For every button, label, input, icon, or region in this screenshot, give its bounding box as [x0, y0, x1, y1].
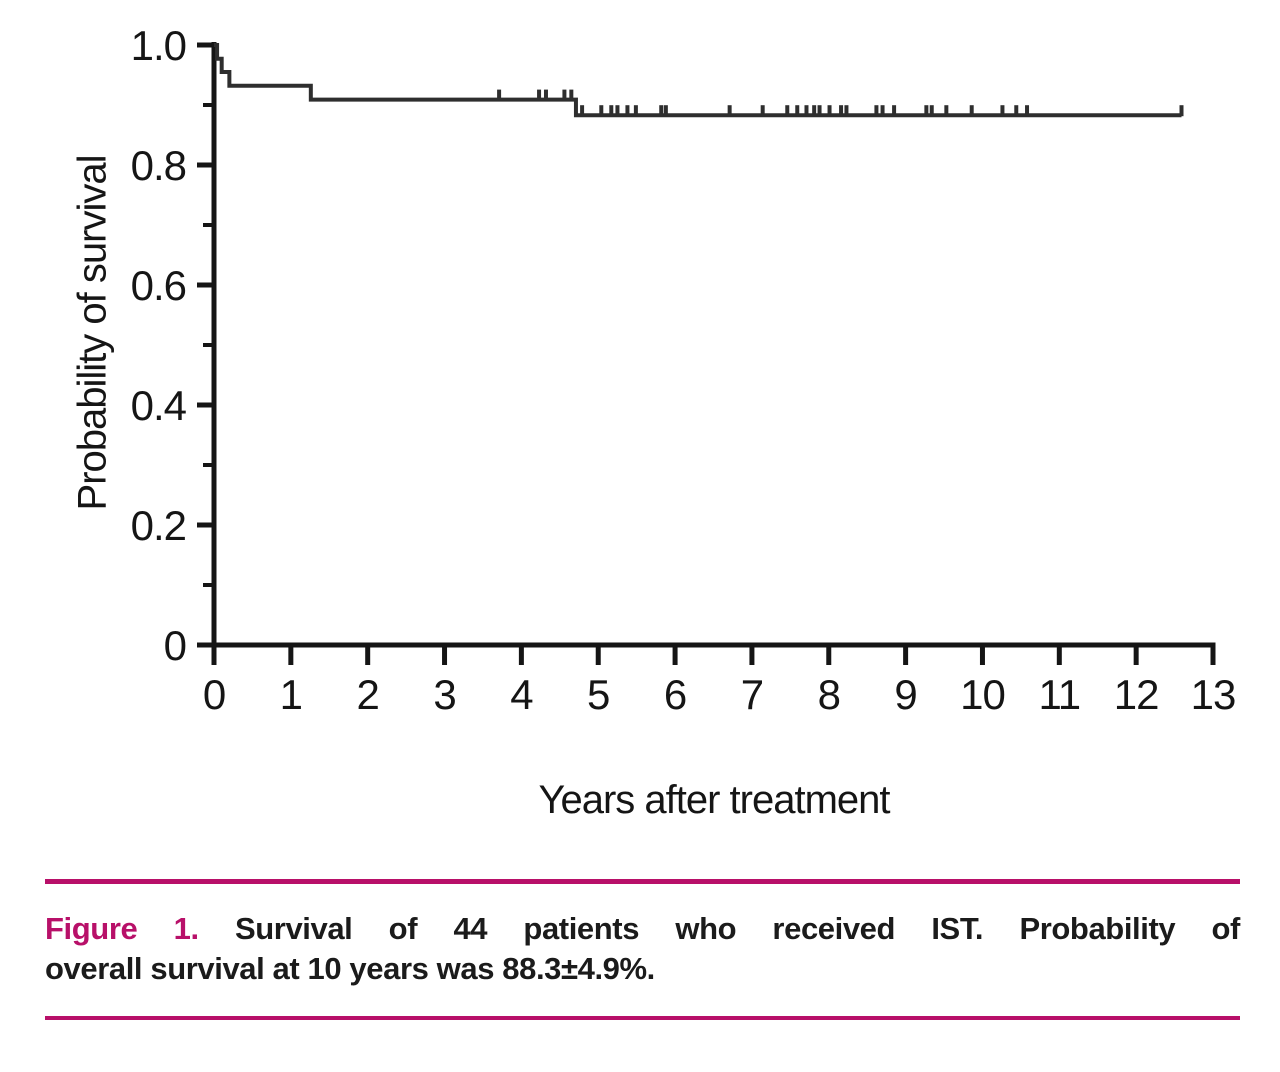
y-tick-label: 0.6	[131, 262, 186, 309]
x-tick-label: 5	[587, 671, 609, 718]
x-tick-label: 2	[357, 671, 379, 718]
x-tick-label: 13	[1191, 671, 1236, 718]
survival-plot-svg: 1.00.80.60.40.200 1 2 3 4 5 6 7 8 9 10 11 12 13	[131, 22, 1237, 718]
x-axis: 0 1 2 3 4 5 6 7 8 9 10 11 12 13	[203, 642, 1236, 718]
y-tick-label: 0.2	[131, 502, 186, 549]
survival-chart: 1.0 0.8 0.6 0.4 0.2 0 0 1 2 3 4 5 6 7 8 9 10 11 12 13 Proba…	[70, 22, 1237, 822]
caption-line1-text: Survival of 44 patients who received IST…	[234, 911, 1240, 946]
caption-line-1: Figure 1. Survival of 44 patients who re…	[45, 909, 1240, 949]
survival-curve	[214, 43, 1182, 118]
caption-bottom-rule	[45, 1016, 1240, 1020]
figure-label: Figure 1.	[45, 911, 199, 946]
figure-caption: Figure 1. Survival of 44 patients who re…	[45, 879, 1240, 1020]
y-axis-label: Probability of survival	[70, 155, 115, 511]
x-tick-label: 3	[433, 671, 455, 718]
y-tick-label: 0	[164, 622, 186, 669]
y-tick-label: 0.8	[131, 142, 186, 189]
caption-text: Figure 1. Survival of 44 patients who re…	[45, 909, 1240, 989]
x-tick-label: 4	[510, 671, 533, 718]
y-tick-label: 0.4	[131, 382, 187, 429]
x-tick-label: 1	[280, 671, 302, 718]
caption-top-rule	[45, 879, 1240, 884]
x-tick-label: 11	[1039, 671, 1081, 718]
x-tick-label: 0	[203, 671, 225, 718]
caption-line-2: overall survival at 10 years was 88.3±4.…	[45, 951, 655, 986]
x-tick-label: 6	[664, 671, 686, 718]
x-tick-label: 10	[960, 671, 1005, 718]
x-tick-label: 7	[741, 671, 763, 718]
x-tick-label: 9	[894, 671, 916, 718]
x-tick-label: 8	[818, 671, 840, 718]
y-tick-label: 1.0	[131, 22, 186, 69]
censor-marks	[497, 89, 1184, 117]
x-axis-label: Years after treatment	[538, 778, 890, 822]
x-tick-label: 12	[1114, 671, 1159, 718]
y-axis: 1.0 0.8 0.6 0.4 0.2 0	[131, 22, 217, 669]
